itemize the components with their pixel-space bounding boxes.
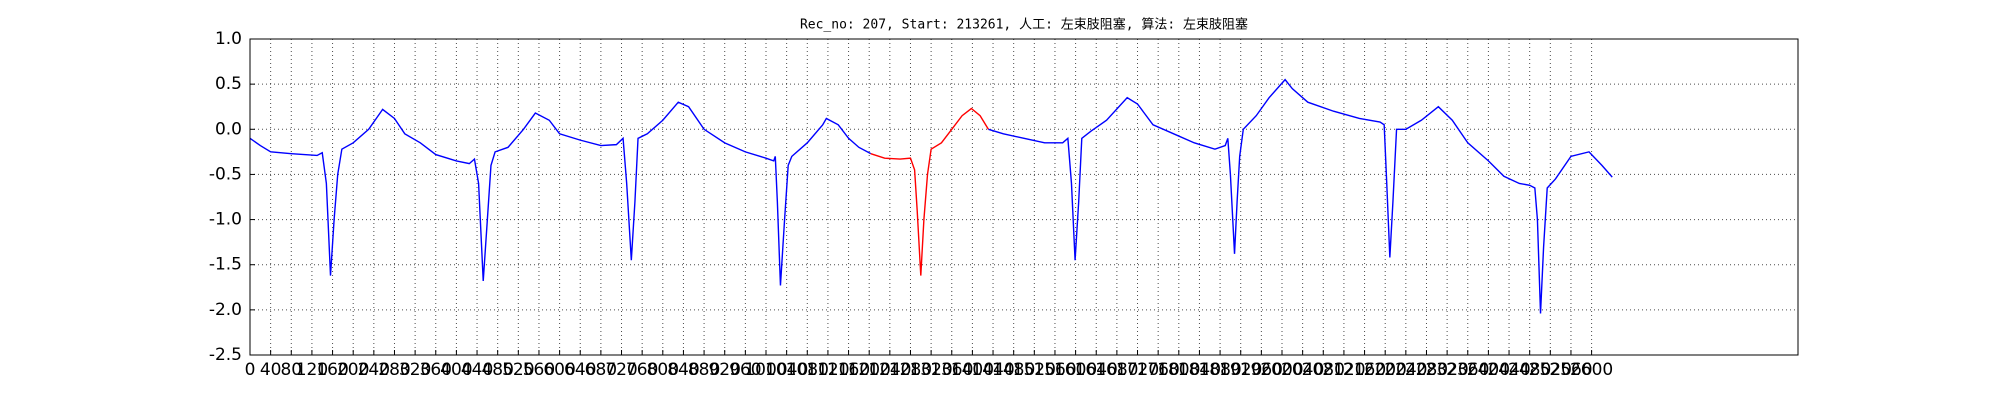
x-tick-label: 1200 [848, 360, 891, 380]
x-tick-label: 1520 [1013, 360, 1056, 380]
x-tick-label: 1000 [744, 360, 787, 380]
x-tick-label: 1560 [1033, 360, 1076, 380]
y-tick-label: -2.0 [209, 300, 242, 320]
x-tick-label: 2200 [1364, 360, 1407, 380]
x-tick-label: 2000 [1260, 360, 1303, 380]
x-tick-label: 600 [543, 360, 575, 380]
x-tick-label: 1240 [868, 360, 911, 380]
x-tick-label: 2280 [1405, 360, 1448, 380]
x-tick-label: 1600 [1054, 360, 1097, 380]
x-tick-label: 2080 [1302, 360, 1345, 380]
x-tick-label: 1840 [1178, 360, 1221, 380]
x-tick-label: 680 [585, 360, 617, 380]
x-tick-label: 720 [605, 360, 637, 380]
x-tick-label: 1640 [1075, 360, 1118, 380]
x-tick-label: 560 [523, 360, 555, 380]
x-tick-label: 1440 [971, 360, 1014, 380]
plot-frame [249, 38, 1799, 356]
ecg-line [249, 101, 872, 286]
x-tick-label: 360 [420, 360, 452, 380]
x-tick-label: 2360 [1446, 360, 1489, 380]
x-tick-label: 760 [626, 360, 658, 380]
x-tick-label: 520 [502, 360, 534, 380]
x-tick-label: 2040 [1281, 360, 1324, 380]
x-tick-label: 1720 [1116, 360, 1159, 380]
x-tick-label: 1040 [765, 360, 808, 380]
x-tick-label: 1120 [806, 360, 849, 380]
x-tick-label: 2320 [1425, 360, 1468, 380]
x-tick-label: 240 [358, 360, 390, 380]
x-tick-label: 200 [337, 360, 369, 380]
y-tick-label: -1.5 [209, 255, 242, 275]
y-tick-label: -0.5 [209, 164, 242, 184]
x-tick-label: 640 [564, 360, 596, 380]
x-tick-label: 400 [440, 360, 472, 380]
x-tick-label: 2440 [1487, 360, 1530, 380]
x-tick-label: 320 [399, 360, 431, 380]
x-tick-label: 0 [245, 360, 256, 380]
x-tick-label: 1800 [1157, 360, 1200, 380]
x-tick-label: 1960 [1240, 360, 1283, 380]
x-tick-label: 2520 [1529, 360, 1572, 380]
x-tick-label: 1280 [889, 360, 932, 380]
x-tick-label: 2480 [1508, 360, 1551, 380]
x-tick-label: 920 [708, 360, 740, 380]
x-tick-label: 1360 [930, 360, 973, 380]
x-tick-label: 1880 [1198, 360, 1241, 380]
x-tick-label: 480 [481, 360, 513, 380]
x-tick-label: 1400 [951, 360, 994, 380]
x-tick-label: 120 [296, 360, 328, 380]
x-tick-label: 160 [316, 360, 348, 380]
x-tick-label: 840 [667, 360, 699, 380]
y-tick-label: 0.5 [215, 74, 242, 94]
x-tick-label: 280 [378, 360, 410, 380]
y-tick-label: 0.0 [215, 119, 242, 139]
x-tick-label: 1760 [1137, 360, 1180, 380]
x-tick-label: 2240 [1384, 360, 1427, 380]
x-tick-label: 1080 [786, 360, 829, 380]
x-tick-label: 1160 [827, 360, 870, 380]
x-tick-label: 800 [647, 360, 679, 380]
chart-title: Rec_no: 207, Start: 213261, 人工: 左束肢阻塞, 算… [800, 17, 1248, 33]
x-tick-label: 2120 [1322, 360, 1365, 380]
x-tick-label: 1680 [1095, 360, 1138, 380]
ecg-line [870, 107, 989, 276]
y-tick-label: -1.0 [209, 210, 242, 230]
x-tick-label: 880 [688, 360, 720, 380]
x-tick-label: 2160 [1343, 360, 1386, 380]
x-tick-label: 1320 [909, 360, 952, 380]
x-tick-label: 960 [729, 360, 761, 380]
x-tick-label: 40 [260, 360, 282, 380]
ecg-line [988, 78, 1613, 314]
x-tick-label: 80 [280, 360, 302, 380]
x-tick-label: 1480 [992, 360, 1035, 380]
y-tick-label: 1.0 [215, 29, 242, 49]
x-tick-label: 440 [461, 360, 493, 380]
y-tick-label: -2.5 [209, 345, 242, 365]
x-tick-label: 2400 [1467, 360, 1510, 380]
x-tick-label: 1920 [1219, 360, 1262, 380]
x-tick-label: 2560 [1549, 360, 1592, 380]
x-tick-label: 2600 [1570, 360, 1613, 380]
